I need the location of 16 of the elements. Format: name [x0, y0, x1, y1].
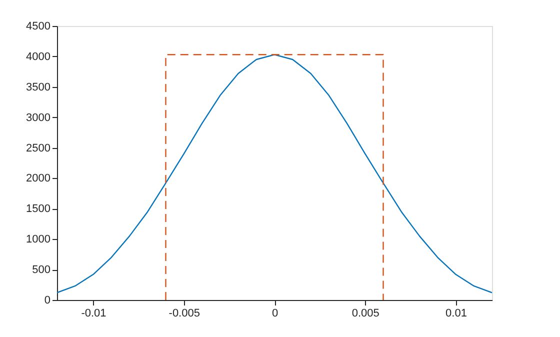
y-tick-label: 500	[32, 264, 50, 276]
y-tick-label: 3000	[26, 112, 50, 124]
y-tick-label: 2500	[26, 142, 50, 154]
line-series	[57, 54, 492, 294]
x-tick-label: -0.01	[81, 308, 106, 320]
y-tick-label: 4000	[26, 50, 50, 63]
y-tick-label: 1000	[26, 234, 50, 246]
y-tick-label: 0	[44, 294, 50, 306]
y-tick-label: 2000	[26, 172, 50, 185]
x-tick-label: 0	[272, 308, 278, 320]
y-tick-label: 1500	[26, 203, 50, 216]
x-tick-label: 0.005	[352, 308, 380, 320]
y-tick-label: 3500	[26, 81, 50, 94]
x-tick-label: -0.005	[168, 308, 200, 320]
x-tick-label: 0.01	[446, 308, 467, 320]
y-tick-label: 4500	[26, 20, 50, 32]
